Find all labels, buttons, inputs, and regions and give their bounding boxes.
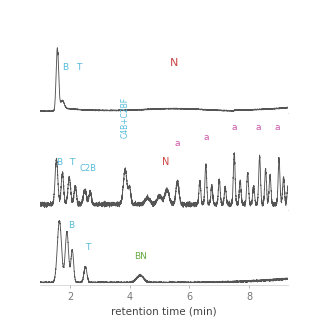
X-axis label: retention time (min): retention time (min) bbox=[111, 307, 217, 316]
Text: BN: BN bbox=[134, 252, 147, 261]
Text: C2B: C2B bbox=[80, 164, 97, 173]
Text: C4B+C2BF: C4B+C2BF bbox=[121, 97, 130, 138]
Text: B: B bbox=[68, 221, 75, 230]
Text: T: T bbox=[85, 243, 91, 252]
Text: a: a bbox=[175, 140, 180, 148]
Text: N: N bbox=[170, 58, 179, 68]
Text: T: T bbox=[76, 63, 82, 72]
Text: N: N bbox=[162, 156, 169, 166]
Text: a: a bbox=[231, 123, 237, 132]
Text: a: a bbox=[255, 123, 261, 132]
Text: B: B bbox=[62, 63, 68, 72]
Text: a: a bbox=[275, 123, 280, 132]
Text: T: T bbox=[69, 157, 74, 166]
Text: B: B bbox=[56, 157, 62, 166]
Text: a: a bbox=[203, 133, 209, 142]
